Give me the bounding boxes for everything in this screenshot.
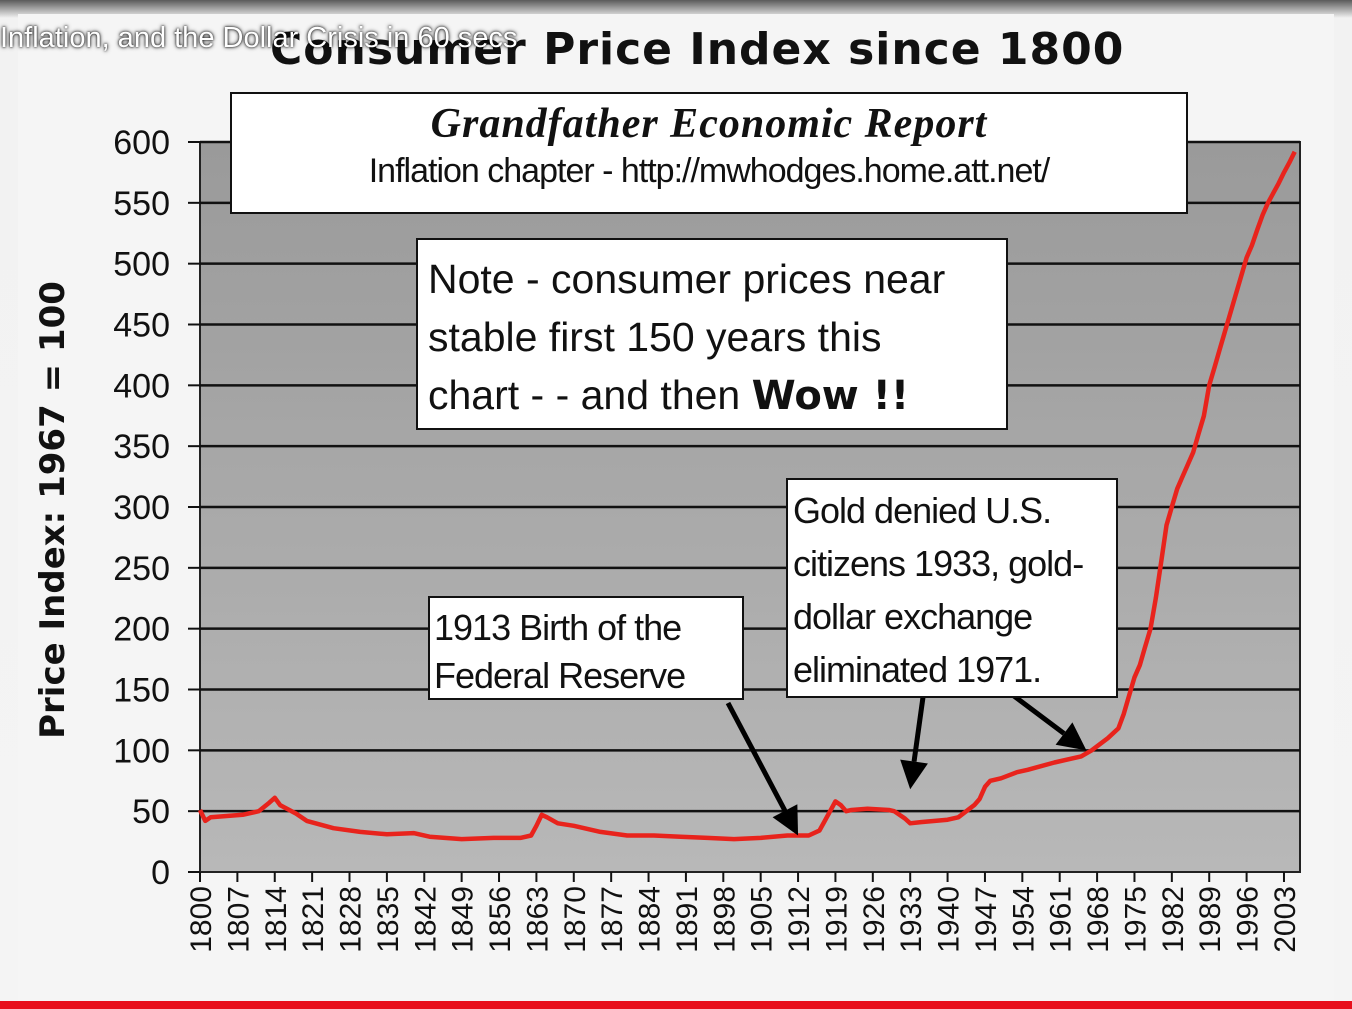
ytick-label-200: 200 — [113, 611, 170, 649]
xtick-label-1835: 1835 — [372, 886, 405, 953]
ytick-label-350: 350 — [113, 428, 170, 466]
ytick-label-450: 450 — [113, 307, 170, 345]
gold-line-1: Gold denied U.S. — [793, 490, 1052, 531]
fed-arrow-head — [772, 804, 799, 836]
xtick-label-1982: 1982 — [1157, 886, 1190, 953]
xtick-label-2003: 2003 — [1269, 886, 1302, 953]
video-progress-bar[interactable] — [0, 1001, 1352, 1009]
xtick-label-1996: 1996 — [1232, 886, 1265, 953]
xtick-label-1905: 1905 — [746, 886, 779, 953]
xtick-label-1863: 1863 — [521, 886, 554, 953]
gold-1971-arrow-head — [1055, 722, 1087, 751]
ytick-label-250: 250 — [113, 550, 170, 588]
gold-1933-arrow-shaft — [911, 689, 927, 762]
xtick-label-1849: 1849 — [447, 886, 480, 953]
gold-line-3: dollar exchange — [793, 596, 1033, 637]
ytick-label-100: 100 — [113, 732, 170, 770]
xtick-label-1807: 1807 — [222, 886, 255, 953]
gold-line-4: eliminated 1971. — [793, 649, 1042, 690]
note-line-3-text: chart - - and then — [428, 372, 752, 418]
xtick-label-1856: 1856 — [484, 886, 517, 953]
ytick-label-550: 550 — [113, 185, 170, 223]
fed-arrow-shaft — [725, 701, 788, 812]
report-header-box: Grandfather Economic Report Inflation ch… — [230, 92, 1188, 214]
xtick-label-1877: 1877 — [596, 886, 629, 953]
fed-annotation: 1913 Birth of the Federal Reserve — [428, 596, 744, 700]
gold-line-2: citizens 1933, gold- — [793, 543, 1084, 584]
ytick-label-500: 500 — [113, 246, 170, 284]
xtick-label-1919: 1919 — [820, 886, 853, 953]
ytick-label-150: 150 — [113, 672, 170, 710]
xtick-label-1884: 1884 — [634, 886, 667, 953]
ytick-label-400: 400 — [113, 367, 170, 405]
xtick-label-1926: 1926 — [858, 886, 891, 953]
gold-1933-arrow-head — [900, 759, 928, 790]
y-axis-label: Price Index: 1967 = 100 — [33, 281, 73, 739]
xtick-label-1870: 1870 — [559, 886, 592, 953]
y-axis-ticks: 0 50 100 150 200 250 300 350 400 450 500 550 600 — [113, 124, 200, 892]
xtick-label-1898: 1898 — [708, 886, 741, 953]
x-axis-ticks: 1800 1807 1814 1821 1828 1835 1842 1849 1856 1863… — [185, 872, 1302, 953]
ytick-label-50: 50 — [132, 793, 170, 831]
xtick-label-1940: 1940 — [933, 886, 966, 953]
xtick-label-1975: 1975 — [1119, 886, 1152, 953]
xtick-label-1828: 1828 — [335, 886, 368, 953]
chart-title: Consumer Price Index since 1800 — [270, 24, 1125, 75]
report-subtitle: Inflation chapter - http://mwhodges.home… — [368, 152, 1051, 190]
xtick-label-1933: 1933 — [895, 886, 928, 953]
fed-line-2: Federal Reserve — [434, 655, 686, 696]
note-line-2: stable first 150 years this — [428, 314, 882, 360]
xtick-label-1989: 1989 — [1194, 886, 1227, 953]
fed-line-1: 1913 Birth of the — [434, 607, 682, 648]
note-wow: Wow !! — [751, 373, 910, 419]
series-layer — [197, 150, 1297, 842]
xtick-label-1821: 1821 — [297, 886, 330, 953]
ytick-label-0: 0 — [151, 854, 170, 892]
xtick-label-1968: 1968 — [1082, 886, 1115, 953]
xtick-label-1954: 1954 — [1007, 886, 1040, 953]
ytick-label-600: 600 — [113, 124, 170, 162]
series-line-0 — [197, 150, 1297, 842]
xtick-label-1800: 1800 — [185, 886, 218, 953]
xtick-label-1947: 1947 — [970, 886, 1003, 953]
note-line-3: chart - - and then Wow !! — [428, 366, 996, 425]
video-title: Inflation, and the Dollar Crisis in 60 s… — [0, 22, 518, 54]
annotation-arrows — [725, 688, 1087, 836]
ytick-label-300: 300 — [113, 489, 170, 527]
note-line-1: Note - consumer prices near — [428, 256, 946, 302]
xtick-label-1891: 1891 — [671, 886, 704, 953]
gold-annotation: Gold denied U.S. citizens 1933, gold- do… — [786, 478, 1118, 698]
xtick-label-1814: 1814 — [260, 886, 293, 953]
report-title: Grandfather Economic Report — [430, 101, 988, 147]
note-annotation: Note - consumer prices near stable first… — [416, 238, 1008, 430]
xtick-label-1961: 1961 — [1045, 886, 1078, 953]
xtick-label-1912: 1912 — [783, 886, 816, 953]
xtick-label-1842: 1842 — [409, 886, 442, 953]
